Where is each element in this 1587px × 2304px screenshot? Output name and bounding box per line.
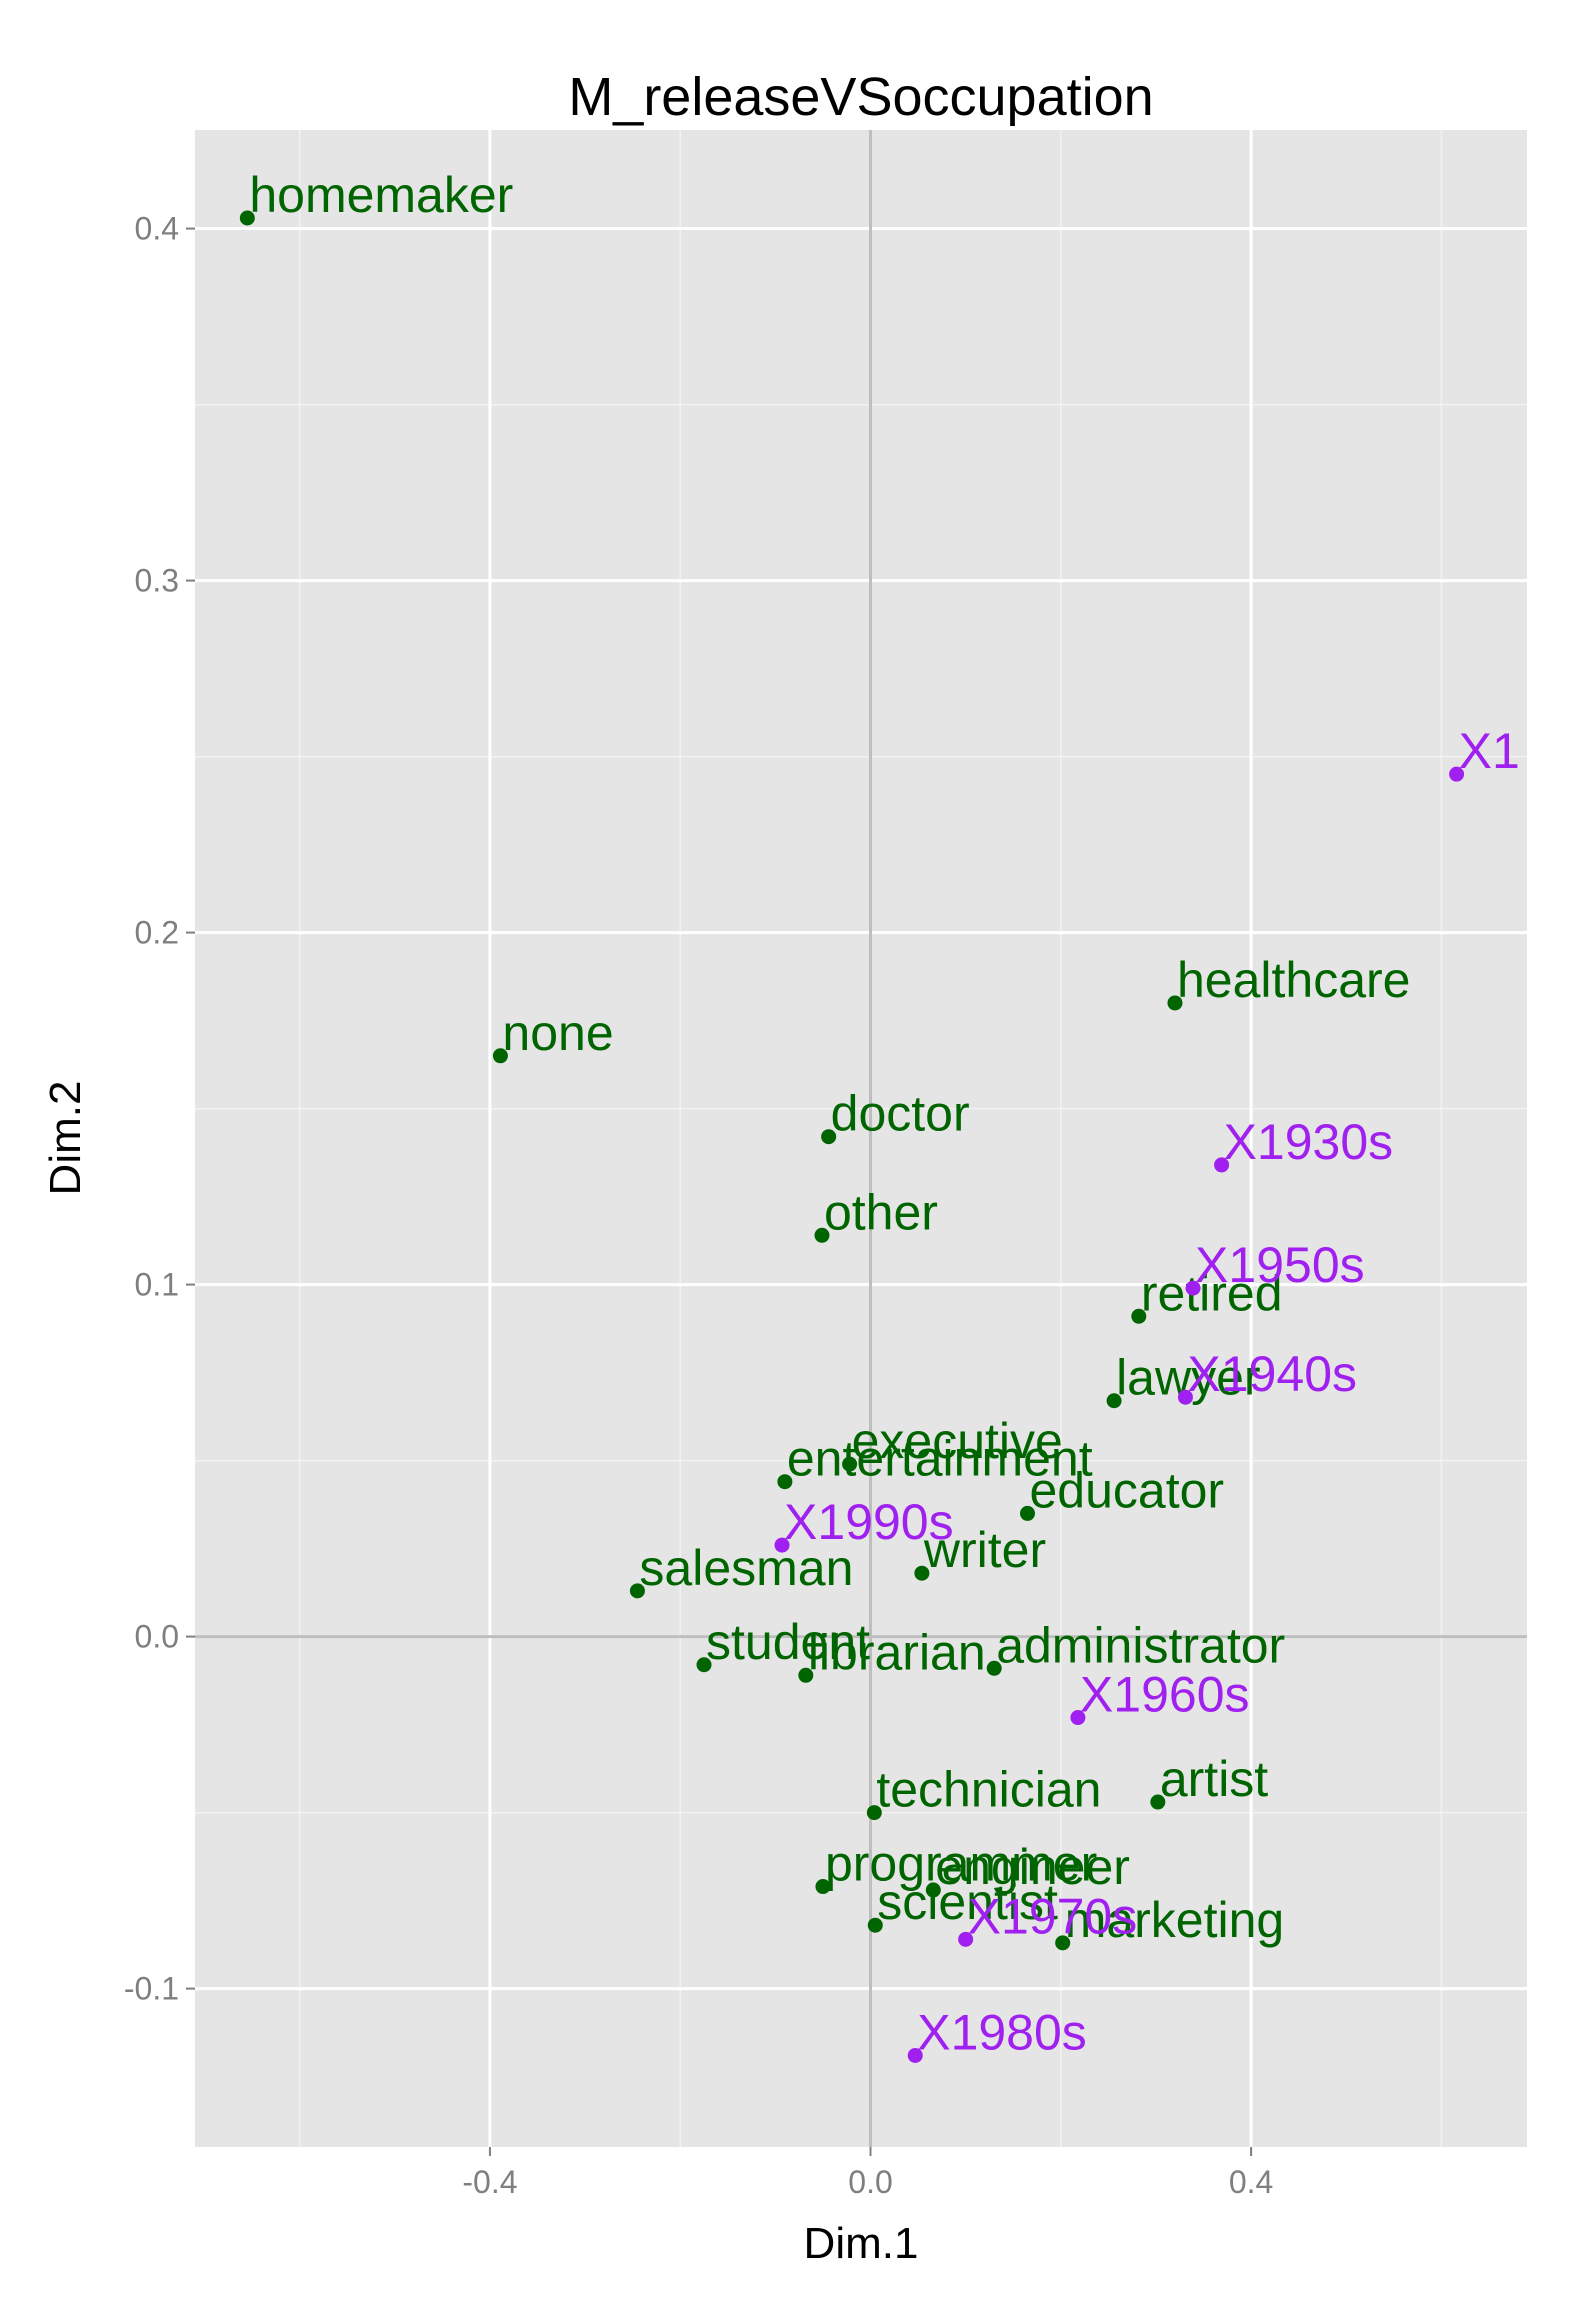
data-point — [815, 1879, 831, 1895]
data-point — [777, 1474, 793, 1490]
y-tick-label: -0.1 — [124, 1971, 179, 2007]
plot-panel — [195, 130, 1527, 2147]
point-label: programmer — [825, 1836, 1097, 1892]
data-point — [1177, 1389, 1193, 1405]
point-label: writer — [923, 1522, 1046, 1578]
y-tick-label: 0.3 — [135, 563, 179, 599]
x-tick-label: 0.4 — [1229, 2164, 1273, 2200]
point-label: technician — [876, 1762, 1101, 1818]
point-label: X1990s — [784, 1494, 954, 1550]
data-point — [798, 1667, 814, 1683]
point-label: scientist — [877, 1874, 1058, 1930]
data-point — [774, 1537, 790, 1553]
point-label: administrator — [996, 1617, 1285, 1673]
minor-gridlines — [195, 130, 1527, 2147]
x-axis-label: Dim.1 — [804, 2219, 919, 2268]
data-point — [1131, 1308, 1147, 1324]
data-point — [986, 1660, 1002, 1676]
data-point — [1185, 1280, 1201, 1296]
point-label: homemaker — [249, 167, 513, 223]
point-label: entertainment — [787, 1431, 1093, 1487]
data-point — [239, 210, 255, 226]
data-point — [814, 1227, 830, 1243]
point-label: other — [824, 1184, 938, 1240]
point-label: retired — [1141, 1265, 1283, 1321]
data-point — [907, 2047, 923, 2063]
y-tick-label: 0.1 — [135, 1267, 179, 1303]
point-label: educator — [1030, 1462, 1225, 1518]
data-point — [867, 1917, 883, 1933]
data-points: homemaker none healthcare doctor other retire… — [239, 167, 1520, 2063]
y-axis-label: Dim.2 — [41, 1081, 90, 1196]
point-label: none — [502, 1005, 613, 1061]
y-tick-label: 0.0 — [135, 1619, 179, 1655]
point-label: healthcare — [1177, 952, 1411, 1008]
chart-title: M_releaseVSoccupation — [568, 67, 1153, 127]
point-label: marketing — [1065, 1892, 1285, 1948]
point-label: X1970s — [968, 1888, 1138, 1944]
data-point — [1150, 1794, 1166, 1810]
y-axis: -0.1 0.0 0.1 0.2 0.3 0.4 — [124, 211, 195, 2007]
data-point — [821, 1129, 837, 1145]
data-point — [1167, 995, 1183, 1011]
data-point — [1449, 766, 1465, 782]
point-label: engineer — [935, 1839, 1130, 1895]
data-point — [958, 1931, 974, 1947]
data-point — [1106, 1393, 1122, 1409]
data-point — [925, 1882, 941, 1898]
data-point — [696, 1657, 712, 1673]
x-tick-label: 0.0 — [848, 2164, 892, 2200]
point-label: X1950s — [1195, 1237, 1365, 1293]
data-point — [866, 1805, 882, 1821]
point-label: X1960s — [1080, 1667, 1250, 1723]
point-label: executive — [852, 1413, 1063, 1469]
point-label: X1940s — [1187, 1346, 1357, 1402]
data-point — [842, 1456, 858, 1472]
point-label: artist — [1160, 1751, 1268, 1807]
data-point — [1070, 1710, 1086, 1726]
point-label: salesman — [639, 1540, 853, 1596]
x-axis: -0.4 0.0 0.4 — [462, 2147, 1273, 2200]
data-point — [492, 1048, 508, 1064]
data-point — [1214, 1157, 1230, 1173]
data-point — [629, 1583, 645, 1599]
y-tick-label: 0.2 — [135, 915, 179, 951]
point-label: X1 — [1459, 723, 1520, 779]
data-point — [1055, 1935, 1071, 1951]
x-tick-label: -0.4 — [462, 2164, 517, 2200]
point-label: X1930s — [1224, 1114, 1394, 1170]
y-tick-label: 0.4 — [135, 211, 179, 247]
point-label: librarian — [808, 1624, 986, 1680]
point-label: doctor — [831, 1086, 970, 1142]
data-point — [1020, 1505, 1035, 1521]
point-label: X1980s — [917, 2004, 1087, 2060]
point-label: student — [706, 1614, 870, 1670]
data-point — [914, 1565, 930, 1581]
